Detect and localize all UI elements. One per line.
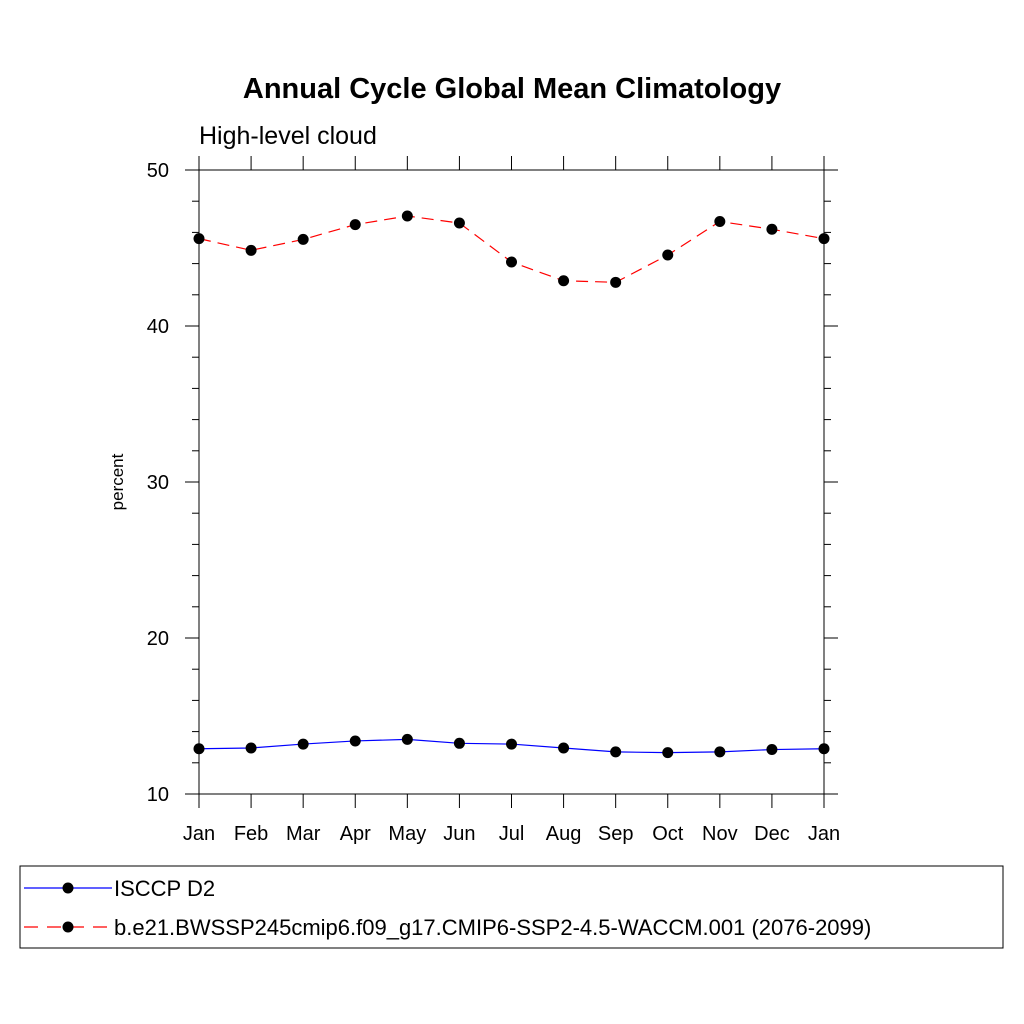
x-tick-label: Apr	[340, 823, 371, 845]
series-line	[198, 215, 825, 283]
x-tick-label: Jul	[499, 823, 525, 845]
x-tick-label: Jan	[808, 823, 840, 845]
x-tick-label: Sep	[598, 823, 634, 845]
data-point	[349, 219, 361, 231]
y-tick-label: 10	[147, 784, 169, 806]
data-point	[610, 276, 622, 288]
data-point	[401, 733, 413, 745]
legend-marker	[62, 882, 74, 894]
x-tick-label: Oct	[652, 823, 684, 845]
data-point	[662, 747, 674, 759]
series-0	[193, 733, 830, 759]
data-point	[818, 233, 830, 245]
data-point	[453, 737, 465, 749]
x-tick-label: May	[388, 823, 426, 845]
series-1	[193, 210, 830, 288]
legend-marker	[62, 921, 74, 933]
x-tick-label: Feb	[234, 823, 268, 845]
data-point	[506, 256, 517, 268]
data-point	[818, 743, 830, 755]
x-tick-label: Mar	[286, 823, 321, 845]
data-point	[193, 743, 205, 755]
x-tick-label: Dec	[754, 823, 790, 845]
y-axis-label: percent	[108, 453, 127, 510]
data-point	[766, 744, 778, 756]
axis-ticks: Jan Feb Mar Apr May Jun Jul Aug Sep Oct Nov Dec Jan 1…	[147, 156, 840, 845]
y-tick-label: 20	[147, 628, 169, 650]
data-point	[662, 249, 674, 261]
data-point	[401, 210, 413, 222]
chart-subtitle: High-level cloud	[199, 122, 377, 150]
data-point	[558, 275, 570, 287]
x-tick-label: Nov	[702, 823, 738, 845]
y-tick-label: 50	[147, 160, 169, 182]
data-point	[453, 217, 465, 229]
x-tick-label: Aug	[546, 823, 582, 845]
data-point	[349, 735, 361, 747]
legend-box	[19, 865, 1004, 949]
x-tick-label: Jan	[183, 823, 215, 845]
legend-entry-label: ISCCP D2	[114, 876, 215, 901]
data-point	[558, 742, 570, 754]
data-point	[297, 233, 309, 245]
y-tick-label: 30	[147, 472, 169, 494]
legend-entry-label: b.e21.BWSSP245cmip6.f09_g17.CMIP6-SSP2-4…	[114, 915, 871, 940]
data-point	[714, 215, 726, 227]
data-point	[245, 742, 257, 754]
data-point	[193, 233, 205, 245]
series-lines	[193, 210, 830, 759]
data-point	[610, 746, 622, 758]
data-point	[714, 746, 726, 758]
data-point	[297, 738, 309, 750]
data-point	[245, 244, 257, 256]
data-point	[506, 738, 517, 750]
x-tick-label: Jun	[443, 823, 475, 845]
chart-title: Annual Cycle Global Mean Climatology	[243, 73, 781, 105]
data-point	[766, 223, 778, 235]
y-tick-label: 40	[147, 316, 169, 338]
legend: ISCCP D2 b.e21.BWSSP245cmip6.f09_g17.CMIP…	[19, 865, 1004, 949]
